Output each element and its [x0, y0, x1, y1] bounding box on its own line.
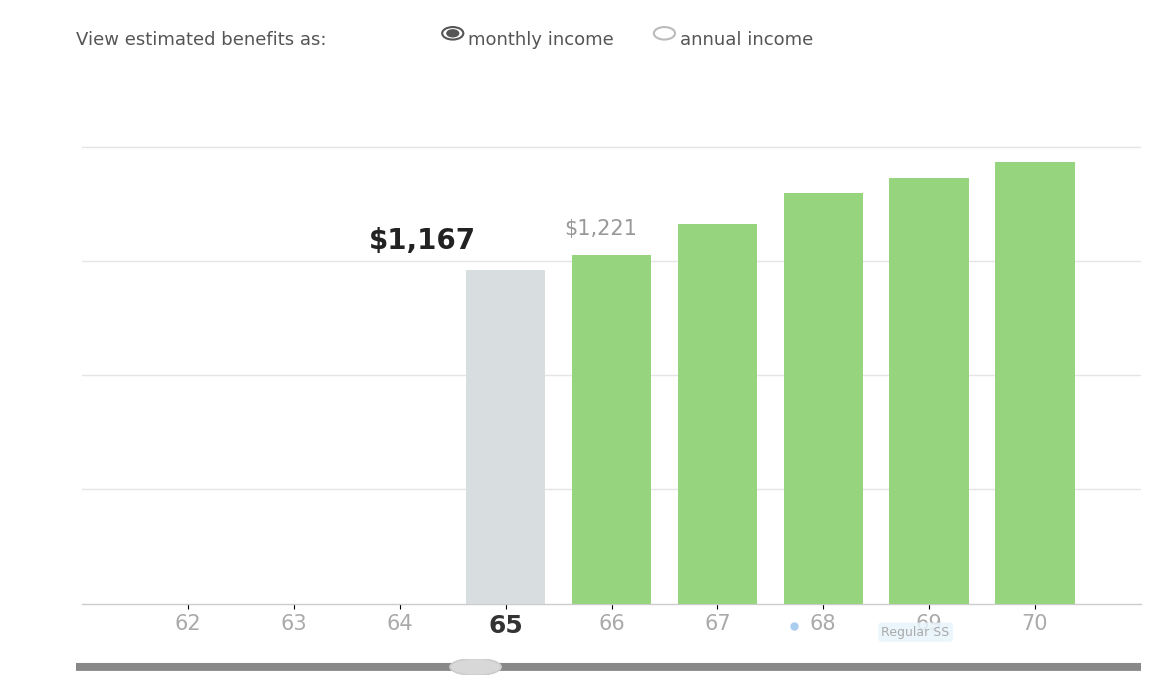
Text: Regular SS: Regular SS: [882, 626, 950, 638]
Text: View estimated benefits as:: View estimated benefits as:: [76, 31, 327, 49]
Bar: [572, 255, 652, 604]
FancyBboxPatch shape: [66, 663, 1151, 671]
Text: annual income: annual income: [680, 31, 813, 49]
Bar: [466, 270, 546, 604]
Bar: [995, 162, 1075, 604]
Bar: [783, 193, 863, 604]
Text: monthly income: monthly income: [468, 31, 614, 49]
Text: $1,167: $1,167: [369, 226, 476, 255]
Bar: [677, 224, 757, 604]
Text: $1,221: $1,221: [563, 219, 636, 239]
Bar: [889, 178, 969, 604]
Ellipse shape: [450, 659, 501, 675]
